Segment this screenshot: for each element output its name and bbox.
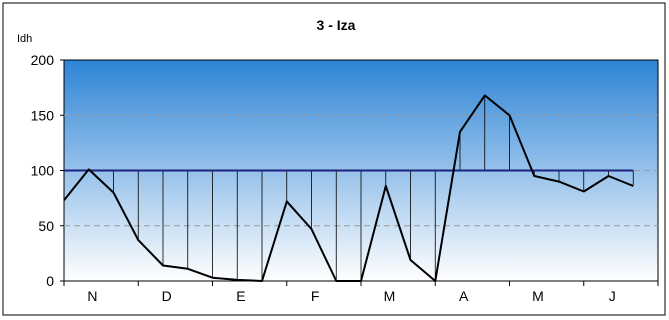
x-tick-label: E: [236, 288, 245, 304]
y-axis-ticks: 0 50 100 150 200: [31, 52, 64, 289]
y-axis-label: Idh: [17, 33, 32, 45]
x-tick-label: A: [459, 288, 469, 304]
y-tick-label: 150: [31, 107, 55, 123]
y-tick-label: 200: [31, 52, 55, 68]
x-tick-label: D: [162, 288, 172, 304]
drop-lines: [88, 95, 634, 281]
x-tick-label: M: [384, 288, 396, 304]
x-tick-label: N: [87, 288, 97, 304]
x-tick-label: J: [609, 288, 616, 304]
y-tick-label: 50: [38, 218, 54, 234]
y-tick-label: 100: [31, 163, 55, 179]
chart-title: 3 - Iza: [317, 17, 356, 33]
x-tick-label: F: [311, 288, 320, 304]
x-tick-label: M: [532, 288, 544, 304]
series-line: [63, 94, 634, 282]
y-tick-label: 0: [46, 273, 54, 289]
